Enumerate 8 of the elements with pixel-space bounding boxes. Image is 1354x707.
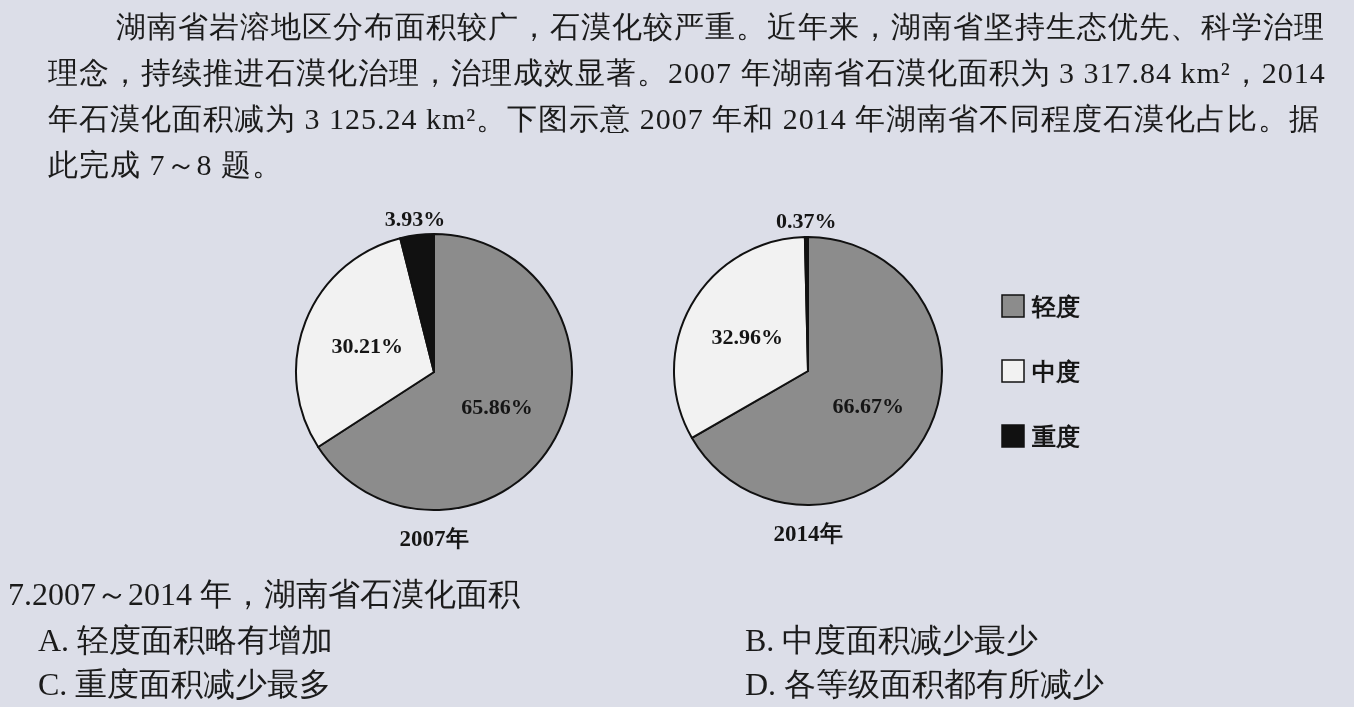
annotation: 7.2007～2014 年，湖南省石漠化面积 — [8, 575, 521, 614]
annotation: D. 各等级面积都有所减少 — [745, 665, 1105, 704]
title: 2007年 — [399, 526, 469, 551]
annotation: 湖南省岩溶地区分布面积较广，石漠化较严重。近年来，湖南省坚持生态优先、科学治理理念，持续推进石漠化治理，治理成效显著。2007 年湖南省石漠化面积为 3 317.84 km²，2014 年石漠化面积减为 3 125.24 km²。下图示意 2007 年和 2014 年湖南省不同程度石漠化占比。据此完成 7～8 题。 — [48, 9, 1327, 183]
annotation: A. 轻度面积略有增加 — [38, 621, 334, 660]
annotation: B. 中度面积减少最少 — [745, 621, 1039, 660]
annotation: C. 重度面积减少最多 — [38, 665, 332, 704]
title: 2014年 — [773, 521, 843, 546]
